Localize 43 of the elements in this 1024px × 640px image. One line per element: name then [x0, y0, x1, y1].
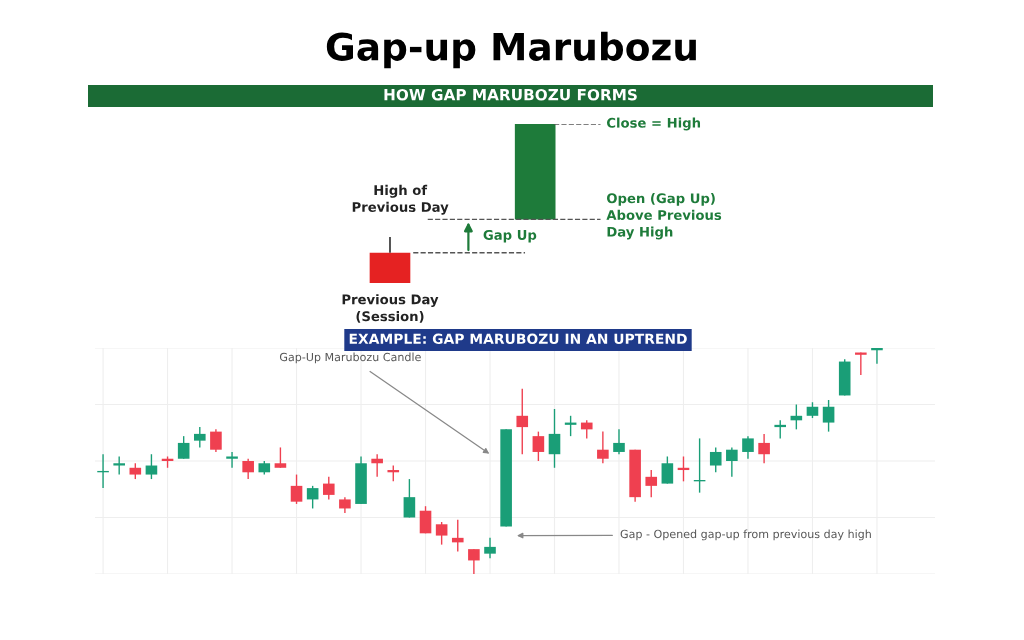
chart-title: EXAMPLE: GAP MARUBOZU IN AN UPTREND [349, 333, 687, 345]
candlestick [371, 453, 383, 478]
candlestick [822, 399, 835, 433]
candlestick [613, 428, 625, 455]
candlestick [403, 478, 416, 519]
text: High of Previous Day [352, 184, 449, 215]
candlestick [774, 419, 787, 440]
candlestick [726, 446, 738, 478]
candlestick [516, 387, 529, 455]
candlestick [435, 521, 448, 546]
candlestick [322, 476, 335, 501]
annotation: Gap-Up Marubozu Candle [279, 352, 421, 364]
candlestick [468, 548, 480, 575]
candlestick [290, 473, 303, 505]
annotation: Gap - Opened gap-up from previous day high [620, 529, 871, 541]
candlestick [645, 469, 658, 498]
candlestick [532, 430, 545, 462]
text: Open (Gap Up) Above Previous Day High [606, 193, 722, 240]
candlestick [419, 505, 432, 535]
text: Previous Day (Session) [342, 294, 439, 323]
candlestick [451, 519, 464, 553]
candlestick [661, 455, 674, 485]
candlestick [709, 446, 722, 473]
candlestick [113, 455, 125, 476]
candlestick [193, 426, 206, 449]
candlestick [871, 347, 883, 365]
candlestick [145, 453, 158, 480]
text: Close = High [606, 117, 701, 131]
text: HOW GAP MARUBOZU FORMS [384, 88, 637, 101]
candlestick [742, 435, 754, 460]
candlestick [306, 485, 319, 510]
candlestick [580, 419, 593, 440]
candlestick [484, 537, 496, 559]
candlestick [177, 435, 190, 460]
text: Gap Up [483, 229, 537, 243]
candlestick [226, 451, 238, 469]
candlestick [597, 430, 609, 464]
candlestick [242, 458, 254, 480]
candlestick [274, 446, 287, 469]
candlestick [210, 428, 222, 453]
candlestick [548, 408, 561, 469]
candlestick [758, 433, 770, 464]
text: Gap-up Marubozu [326, 31, 696, 69]
